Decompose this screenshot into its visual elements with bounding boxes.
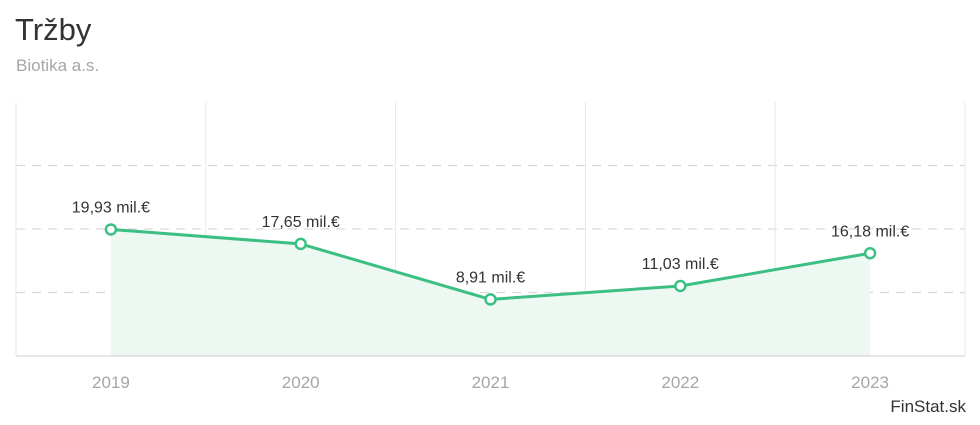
data-label: 17,65 mil.€: [262, 214, 340, 231]
series-area: [110, 229, 871, 356]
data-point-marker: [863, 247, 877, 260]
data-point-marker: [104, 223, 118, 236]
data-point-marker: [484, 293, 497, 306]
data-label: 19,93 mil.€: [72, 199, 150, 216]
data-point-marker: [294, 237, 307, 251]
finstat-credit-link[interactable]: FinStat.sk: [890, 396, 966, 416]
x-tick-label: 2022: [661, 373, 699, 392]
x-tick-label: 2023: [851, 373, 889, 392]
data-label: 16,18 mil.€: [831, 223, 909, 240]
chart-title: Tržby: [15, 12, 92, 47]
data-point-marker: [674, 279, 687, 293]
x-tick-label: 2021: [472, 373, 510, 392]
x-tick-label: 2020: [282, 373, 320, 392]
data-label: 8,91 mil.€: [456, 269, 525, 286]
chart-subtitle: Biotika a.s.: [16, 56, 100, 75]
x-tick-label: 2019: [92, 373, 130, 392]
data-label: 11,03 mil.€: [642, 256, 719, 273]
